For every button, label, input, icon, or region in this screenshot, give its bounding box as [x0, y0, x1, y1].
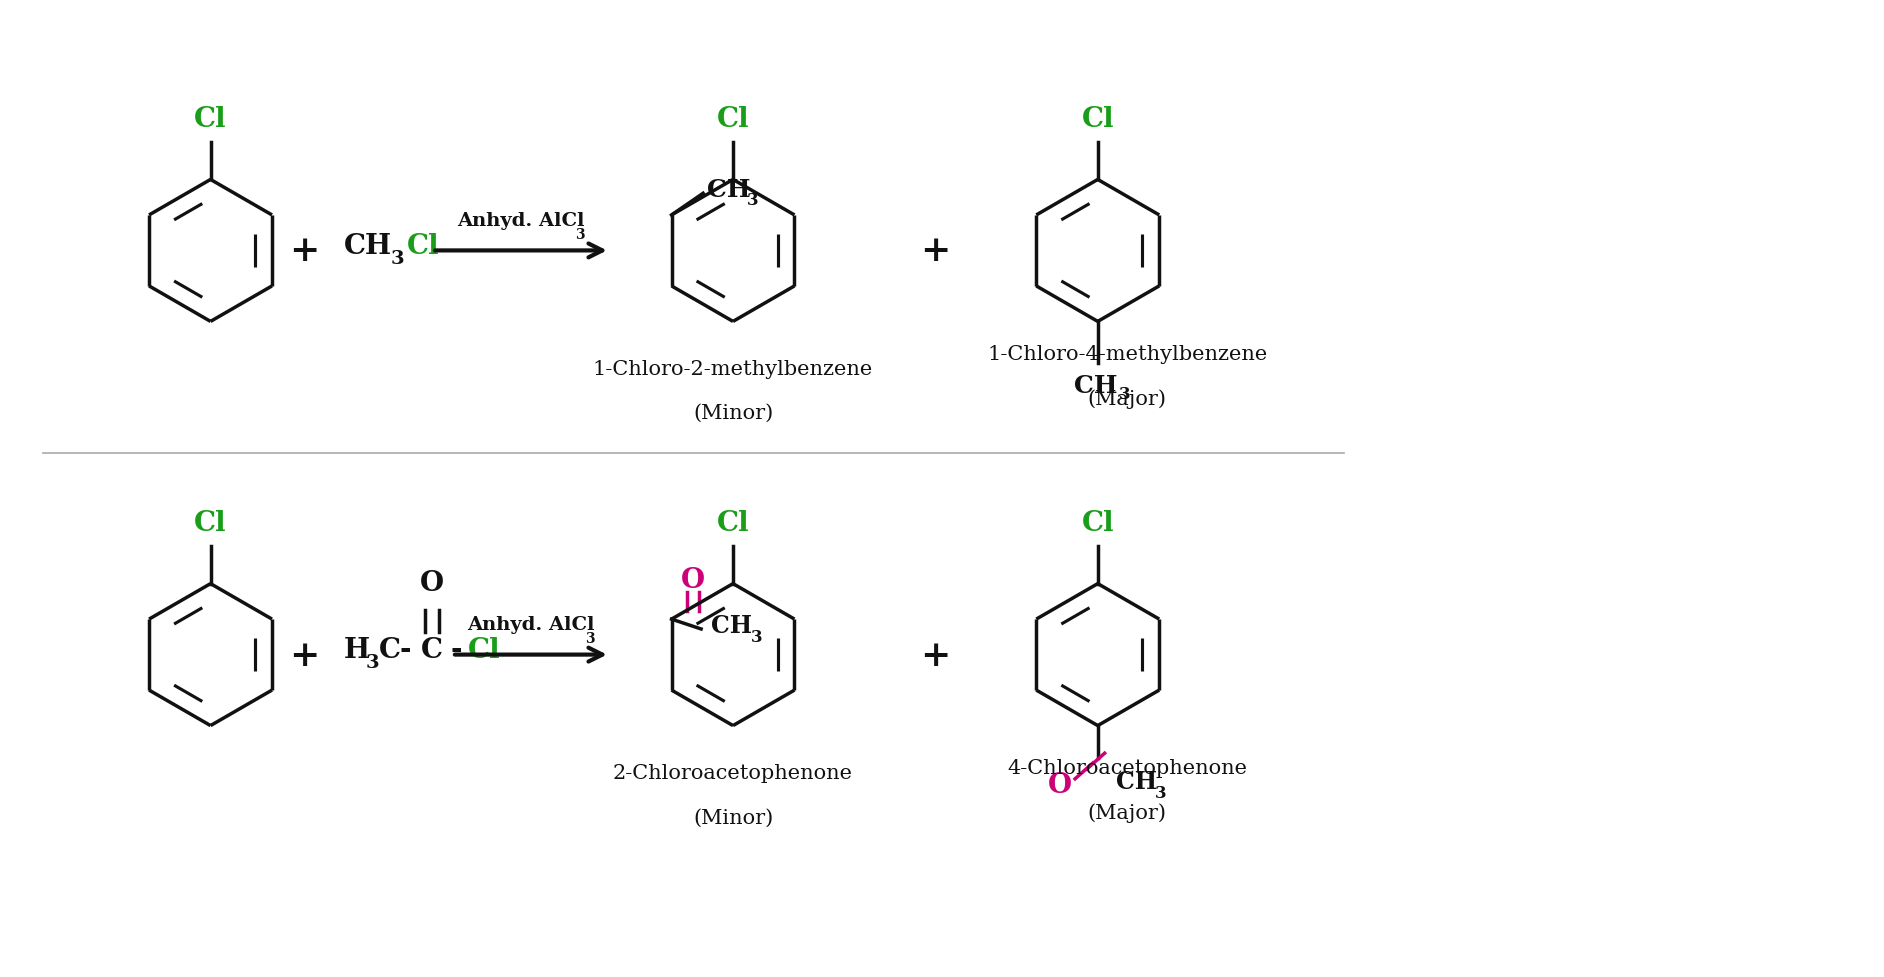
Text: Cl: Cl: [194, 510, 226, 536]
Text: CH: CH: [706, 178, 750, 202]
Text: 3: 3: [392, 250, 405, 268]
Text: 1-Chloro-4-methylbenzene: 1-Chloro-4-methylbenzene: [987, 345, 1268, 363]
Text: 2-Chloroacetophenone: 2-Chloroacetophenone: [612, 763, 853, 783]
Text: 4-Chloroacetophenone: 4-Chloroacetophenone: [1008, 758, 1247, 778]
Text: CH: CH: [1074, 373, 1117, 398]
Text: -: -: [450, 637, 462, 663]
Text: Cl: Cl: [1081, 106, 1113, 133]
Text: CH: CH: [1115, 769, 1157, 793]
Text: (Major): (Major): [1087, 803, 1166, 823]
Text: O: O: [1048, 772, 1072, 798]
Text: CH: CH: [710, 614, 752, 637]
Text: O: O: [420, 570, 445, 597]
Text: CH: CH: [343, 233, 392, 260]
Text: Anhyd. AlCl: Anhyd. AlCl: [467, 616, 595, 633]
Text: Cl: Cl: [467, 637, 501, 663]
Text: 3: 3: [365, 653, 379, 671]
Text: C-: C-: [379, 637, 413, 663]
Text: H: H: [343, 637, 369, 663]
Text: 3: 3: [746, 191, 757, 208]
Text: Cl: Cl: [716, 106, 750, 133]
Text: 3: 3: [1119, 386, 1130, 404]
Text: C: C: [422, 637, 443, 663]
Text: 1-Chloro-2-methylbenzene: 1-Chloro-2-methylbenzene: [593, 360, 872, 378]
Text: 3: 3: [750, 629, 761, 646]
Text: Cl: Cl: [194, 106, 226, 133]
Text: +: +: [919, 638, 950, 672]
Text: 3: 3: [586, 631, 595, 645]
Text: +: +: [288, 234, 320, 268]
Text: (Minor): (Minor): [693, 808, 772, 827]
Text: 3: 3: [575, 228, 584, 241]
Text: Anhyd. AlCl: Anhyd. AlCl: [458, 211, 584, 230]
Text: Cl: Cl: [407, 233, 439, 260]
Text: O: O: [682, 567, 705, 594]
Text: 3: 3: [1155, 785, 1166, 801]
Text: Cl: Cl: [716, 510, 750, 536]
Text: (Major): (Major): [1087, 389, 1166, 408]
Text: (Minor): (Minor): [693, 404, 772, 423]
Text: Cl: Cl: [1081, 510, 1113, 536]
Text: +: +: [288, 638, 320, 672]
Text: +: +: [919, 234, 950, 268]
